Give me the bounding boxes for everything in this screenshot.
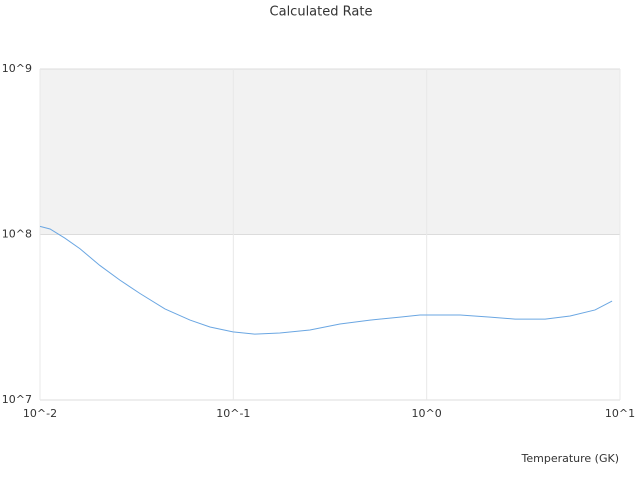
y-tick-label: 10^9 <box>2 62 32 75</box>
y-tick-label: 10^7 <box>2 393 32 406</box>
x-axis-label: Temperature (GK) <box>521 452 620 465</box>
x-tick-label: 10^-1 <box>216 407 250 420</box>
y-tick-label: 10^8 <box>2 228 32 241</box>
chart-title: Calculated Rate <box>270 5 373 20</box>
plot-band <box>40 69 620 235</box>
x-tick-label: 10^-2 <box>23 407 57 420</box>
data-line <box>39 225 613 335</box>
x-tick-label: 10^1 <box>605 407 635 420</box>
x-tick-label: 10^0 <box>412 407 442 420</box>
